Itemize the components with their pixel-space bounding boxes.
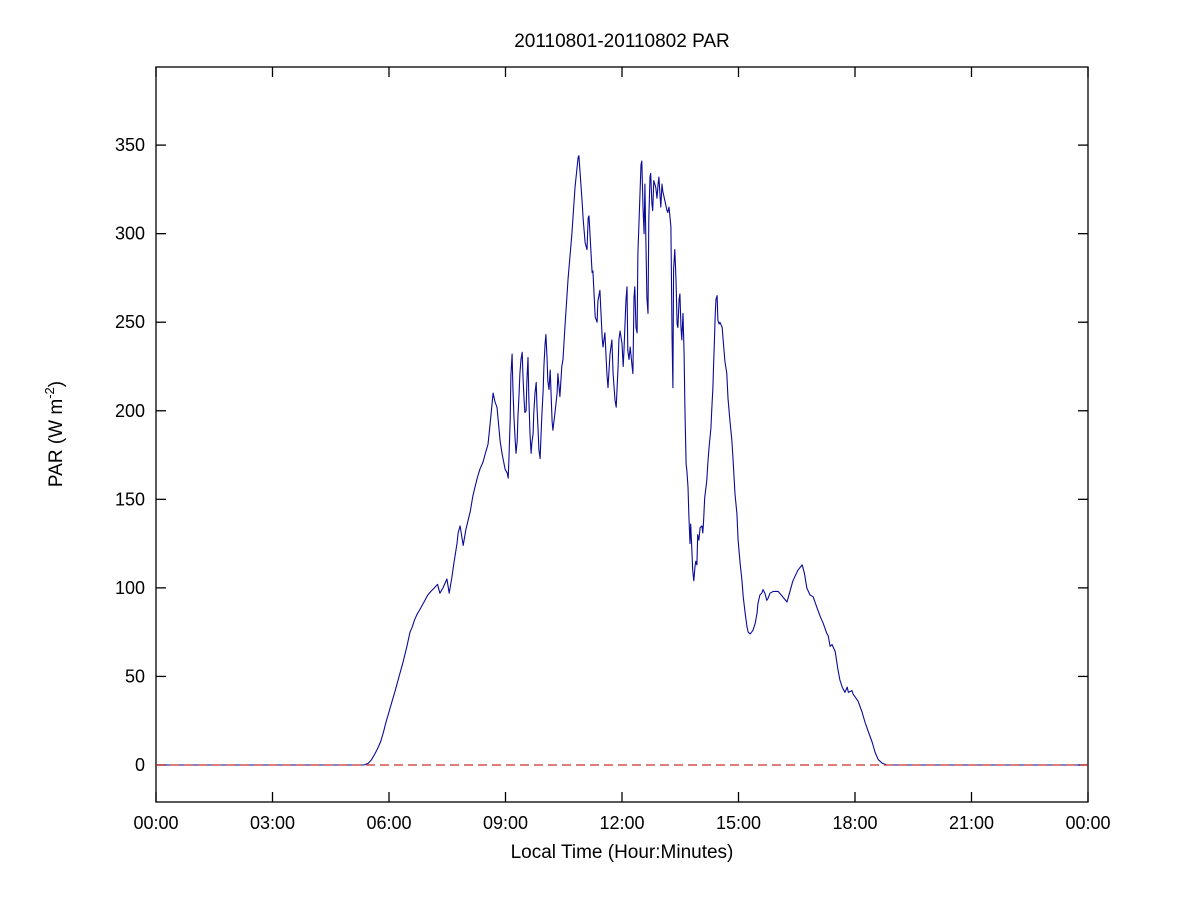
y-tick-label: 100 xyxy=(115,578,145,598)
par-series-line xyxy=(156,155,1088,766)
x-tick-label: 18:00 xyxy=(832,813,877,833)
x-tick-label: 21:00 xyxy=(949,813,994,833)
x-axis-label: Local Time (Hour:Minutes) xyxy=(511,842,734,863)
y-tick-label: 0 xyxy=(135,755,145,775)
plot-box xyxy=(155,66,1089,803)
x-tick-label: 09:00 xyxy=(483,813,528,833)
y-axis-label: PAR (W m-2) xyxy=(42,381,67,487)
x-tick-label: 03:00 xyxy=(250,813,295,833)
x-tick-label: 00:00 xyxy=(133,813,178,833)
y-tick-label: 150 xyxy=(115,489,145,509)
x-tick-label: 12:00 xyxy=(599,813,644,833)
y-tick-label: 200 xyxy=(115,401,145,421)
y-tick-label: 300 xyxy=(115,224,145,244)
y-tick-label: 250 xyxy=(115,312,145,332)
chart-title: 20110801-20110802 PAR xyxy=(514,31,730,52)
x-tick-label: 00:00 xyxy=(1065,813,1110,833)
x-tick-label: 06:00 xyxy=(366,813,411,833)
y-tick-label: 50 xyxy=(125,666,145,686)
x-tick-label: 15:00 xyxy=(716,813,761,833)
plot-area: 00:00 03:00 06:00 09:00 12:00 15:00 18:00 21:00… xyxy=(115,66,1111,833)
y-tick-label: 350 xyxy=(115,135,145,155)
